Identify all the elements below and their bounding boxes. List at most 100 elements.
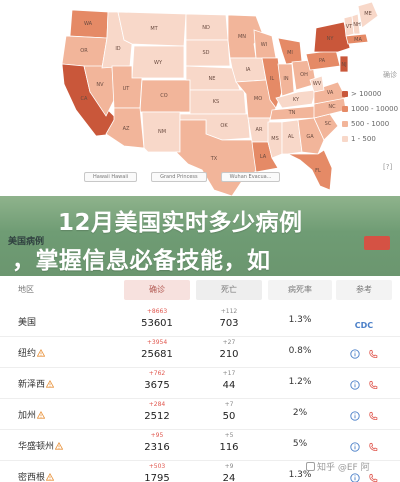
reference-cell xyxy=(336,439,392,452)
table-row[interactable]: 新泽西 +762 3675 +17 44 1.2% xyxy=(0,368,400,399)
state-label: NJ xyxy=(341,62,346,68)
deaths-total: 24 xyxy=(222,473,236,482)
region-name-text: 密西根 xyxy=(18,473,46,482)
phone-icon[interactable] xyxy=(368,349,378,359)
warning-icon[interactable] xyxy=(37,411,46,419)
legend-help[interactable]: [?] xyxy=(383,163,393,171)
hawaii-button[interactable]: Hawaii Hawaii xyxy=(84,172,138,182)
state-label-layer: WA OR CA NV MT WY ND SD NE KS CO UT AZ N… xyxy=(80,11,371,174)
grand-princess-button[interactable]: Grand Princess xyxy=(151,172,207,182)
table-row[interactable]: 密西根 +503 1795 +9 24 1.3% xyxy=(0,461,400,482)
table-row[interactable]: 华盛顿州 +95 2316 +5 116 5% xyxy=(0,430,400,461)
warning-icon[interactable] xyxy=(55,442,64,450)
header-cases[interactable]: 确诊 xyxy=(124,280,190,300)
watermark: 知乎 @EF 阿 xyxy=(306,460,370,473)
state-label: NY xyxy=(327,36,335,42)
state-label: KS xyxy=(213,99,219,105)
reference-cell xyxy=(336,377,392,390)
region-name[interactable]: 纽约 xyxy=(18,346,46,359)
state-label: WY xyxy=(154,60,163,66)
state-mn xyxy=(227,14,263,59)
deaths-delta: +7 xyxy=(224,401,234,408)
state-label: MA xyxy=(354,37,362,43)
cases-delta: +3954 xyxy=(146,339,168,346)
deaths-total: 44 xyxy=(222,380,236,391)
state-label: PA xyxy=(319,58,326,64)
watermark-text: 知乎 @EF 阿 xyxy=(317,463,370,473)
cases-delta: +503 xyxy=(148,463,166,470)
region-name[interactable]: 华盛顿州 xyxy=(18,439,64,452)
info-icon[interactable] xyxy=(350,473,360,482)
map-legend: > 10000 1000 - 10000 500 - 1000 1 - 500 xyxy=(342,86,398,146)
wuhan-evacuation-button[interactable]: Wuhan Evacua... xyxy=(220,172,281,182)
region-name[interactable]: 新泽西 xyxy=(18,377,55,390)
info-icon[interactable] xyxy=(350,349,360,359)
legend-item[interactable]: > 10000 xyxy=(342,86,396,101)
state-label: FL xyxy=(315,168,321,174)
state-label: ID xyxy=(115,46,120,52)
legend-label: 500 - 1000 xyxy=(351,119,390,128)
state-label: MN xyxy=(238,34,246,40)
deaths-delta: +27 xyxy=(222,339,236,346)
region-name-text: 加州 xyxy=(18,411,37,421)
phone-icon[interactable] xyxy=(368,473,378,482)
share-icon[interactable] xyxy=(364,236,390,250)
legend-title: 确诊 xyxy=(383,71,397,79)
region-name[interactable]: 美国 xyxy=(18,315,36,328)
cdc-link[interactable]: CDC xyxy=(354,321,374,330)
state-label: OH xyxy=(300,72,308,78)
fatality-rate: 1.3% xyxy=(288,315,312,325)
region-name[interactable]: 加州 xyxy=(18,408,46,421)
us-map-svg: WA OR CA NV MT WY ND SD NE KS CO UT AZ N… xyxy=(61,1,379,197)
phone-icon[interactable] xyxy=(368,411,378,421)
state-wv xyxy=(309,75,325,93)
table-row[interactable]: 美国 +8663 53601 +112 703 1.3% CDC xyxy=(0,306,400,337)
state-label: NH xyxy=(353,22,361,28)
state-label: OK xyxy=(220,123,228,129)
info-icon[interactable] xyxy=(350,380,360,390)
cases-total: 2512 xyxy=(144,411,170,422)
header-region[interactable]: 地区 xyxy=(18,285,34,294)
legend-label: > 10000 xyxy=(351,89,382,98)
state-me xyxy=(357,1,379,29)
fatality-rate: 0.8% xyxy=(288,346,312,356)
article-title-line-2: ，掌握信息必备技能，如 xyxy=(12,248,271,274)
state-al xyxy=(281,119,303,155)
legend-swatch xyxy=(342,90,348,97)
cases-total: 3675 xyxy=(144,380,170,391)
deaths-delta: +112 xyxy=(220,308,238,315)
cases-total: 53601 xyxy=(141,318,173,329)
state-label: ME xyxy=(364,11,371,17)
state-wy xyxy=(131,45,185,79)
zhihu-logo-icon xyxy=(306,462,315,471)
info-icon[interactable] xyxy=(350,411,360,421)
phone-icon[interactable] xyxy=(368,442,378,452)
warning-icon[interactable] xyxy=(46,380,55,388)
state-ma xyxy=(345,33,369,45)
table-row[interactable]: 纽约 +3954 25681 +27 210 0.8% xyxy=(0,337,400,368)
region-name[interactable]: 密西根 xyxy=(18,470,55,482)
state-label: TN xyxy=(288,110,296,116)
state-label: MI xyxy=(287,50,293,56)
state-label: VT xyxy=(346,24,353,30)
deaths-delta: +17 xyxy=(222,370,236,377)
reference-cell xyxy=(336,408,392,421)
warning-icon[interactable] xyxy=(46,473,55,481)
legend-item[interactable]: 500 - 1000 xyxy=(342,116,396,131)
header-fatality-rate[interactable]: 病死率 xyxy=(268,280,332,300)
state-nm xyxy=(141,111,181,153)
phone-icon[interactable] xyxy=(368,380,378,390)
legend-item[interactable]: 1000 - 10000 xyxy=(342,101,398,116)
article-title-line-1: 12月美国实时多少病例 xyxy=(58,210,303,236)
state-ny xyxy=(313,21,351,53)
legend-item[interactable]: 1 - 500 xyxy=(342,131,396,146)
table-row[interactable]: 加州 +284 2512 +7 50 2% xyxy=(0,399,400,430)
state-label: GA xyxy=(306,134,314,140)
header-deaths[interactable]: 死亡 xyxy=(196,280,262,300)
info-icon[interactable] xyxy=(350,442,360,452)
state-label: VA xyxy=(327,90,334,96)
state-label: MO xyxy=(254,96,262,102)
state-label: NM xyxy=(158,129,166,135)
warning-icon[interactable] xyxy=(37,349,46,357)
cases-delta: +284 xyxy=(148,401,166,408)
